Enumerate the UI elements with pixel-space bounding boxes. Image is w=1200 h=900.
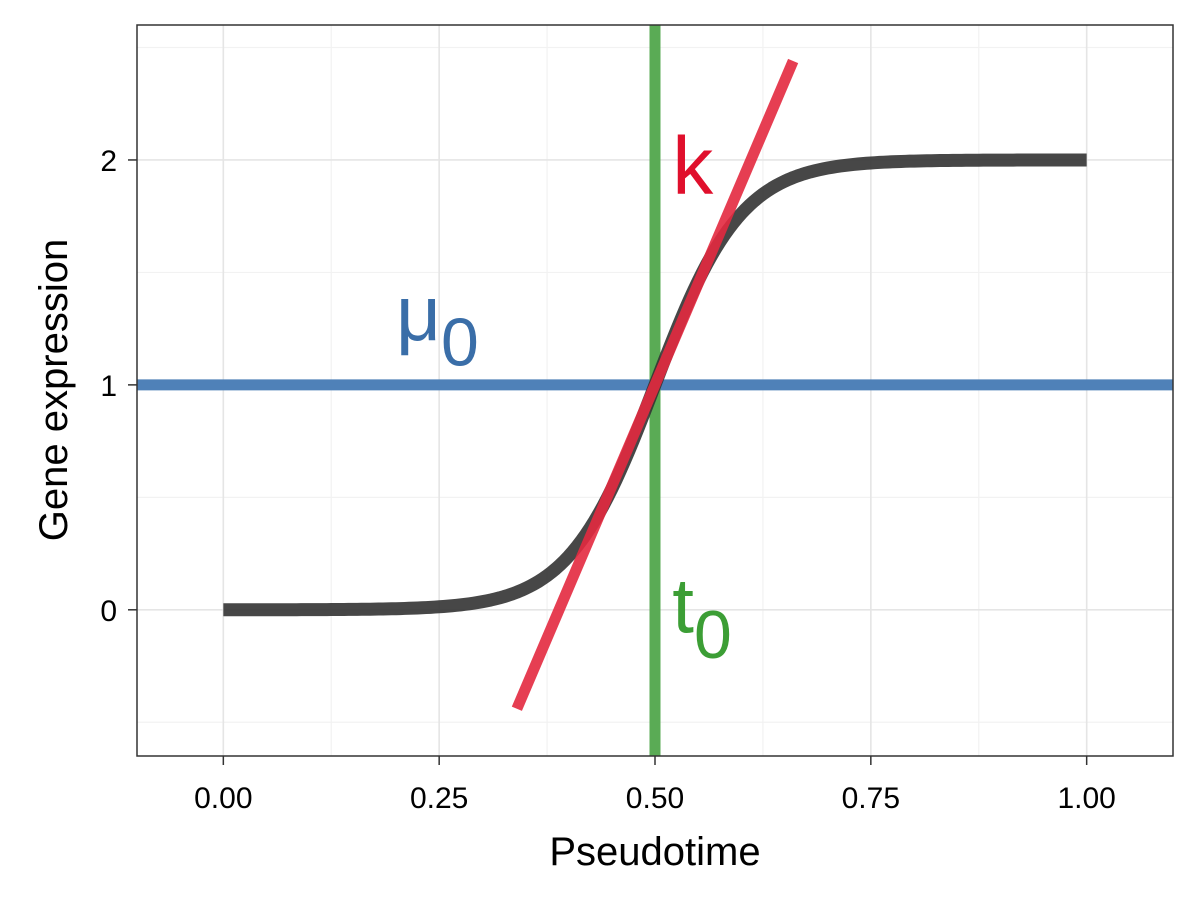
y-axis-title: Gene expression	[32, 239, 76, 541]
k-label: k	[672, 121, 714, 212]
series-layer	[137, 25, 1173, 756]
x-axis-title: Pseudotime	[549, 830, 760, 874]
x-tick-label: 0.00	[194, 782, 252, 815]
x-tick-label: 0.75	[842, 782, 900, 815]
y-tick-label: 1	[100, 370, 117, 403]
y-tick-label: 0	[100, 595, 117, 628]
x-tick-label: 0.25	[410, 782, 468, 815]
mu0-label: μ0	[396, 269, 479, 381]
x-tick-label: 1.00	[1057, 782, 1115, 815]
k-tangent-line	[511, 58, 799, 711]
t0-label: t0	[672, 561, 732, 673]
x-tick-label: 0.50	[626, 782, 684, 815]
y-tick-label: 2	[100, 145, 117, 178]
annotation-layer: μ0 t0 k	[396, 121, 732, 673]
axis-layer: 0.00 0.25 0.50 0.75 1.00 0 1 2	[100, 145, 1116, 815]
